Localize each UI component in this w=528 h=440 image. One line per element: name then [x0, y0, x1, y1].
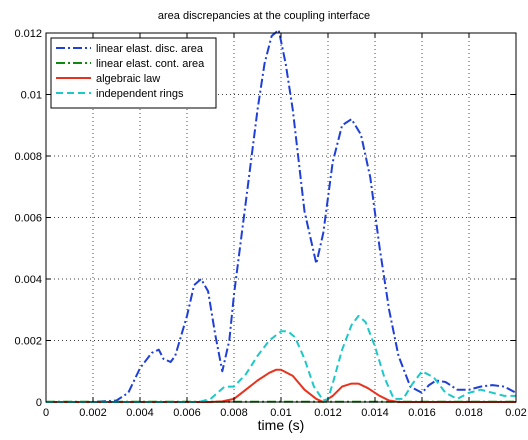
x-tick-label: 0.016: [408, 407, 436, 419]
legend-box: [50, 37, 217, 109]
x-tick-label: 0: [43, 407, 49, 419]
legend: linear elast. disc. area linear elast. co…: [50, 37, 217, 109]
x-tick-label: 0.008: [220, 407, 248, 419]
series-line-algebraic-law: [46, 368, 516, 403]
x-tick-label: 0.012: [314, 407, 342, 419]
y-tick-label: 0.002: [14, 336, 42, 348]
x-tick-label: 0.004: [126, 407, 154, 419]
x-tick-label: 0.006: [173, 407, 201, 419]
y-tick-label: 0.012: [14, 28, 42, 40]
legend-label: algebraic law: [96, 73, 160, 85]
y-tick-label: 0.01: [21, 90, 42, 102]
legend-label: independent rings: [96, 88, 184, 100]
x-tick-label: 0.02: [505, 407, 526, 419]
series-line-independent-rings: [46, 314, 516, 403]
y-tick-label: 0.004: [14, 274, 42, 286]
x-axis-label: time (s): [258, 417, 305, 433]
x-tick-label: 0.018: [455, 407, 483, 419]
series-line-linear-elast-disc-area: [46, 28, 517, 403]
y-tick-label: 0.008: [14, 151, 42, 163]
y-tick-label: 0.006: [14, 213, 42, 225]
chart-title: area discrepancies at the coupling inter…: [157, 10, 371, 22]
tick-layer: 0 0.002 0.004 0.006 0.008 0.01 0.012 0.014 0.016…: [14, 28, 526, 419]
grid-lines: [46, 33, 516, 402]
legend-label: linear elast. cont. area: [96, 58, 205, 70]
x-tick-label: 0.014: [361, 407, 389, 419]
legend-label: linear elast. disc. area: [96, 43, 204, 55]
x-tick-label: 0.002: [79, 407, 107, 419]
y-tick-label: 0: [36, 397, 42, 409]
x-tick-label: 0.01: [270, 407, 291, 419]
